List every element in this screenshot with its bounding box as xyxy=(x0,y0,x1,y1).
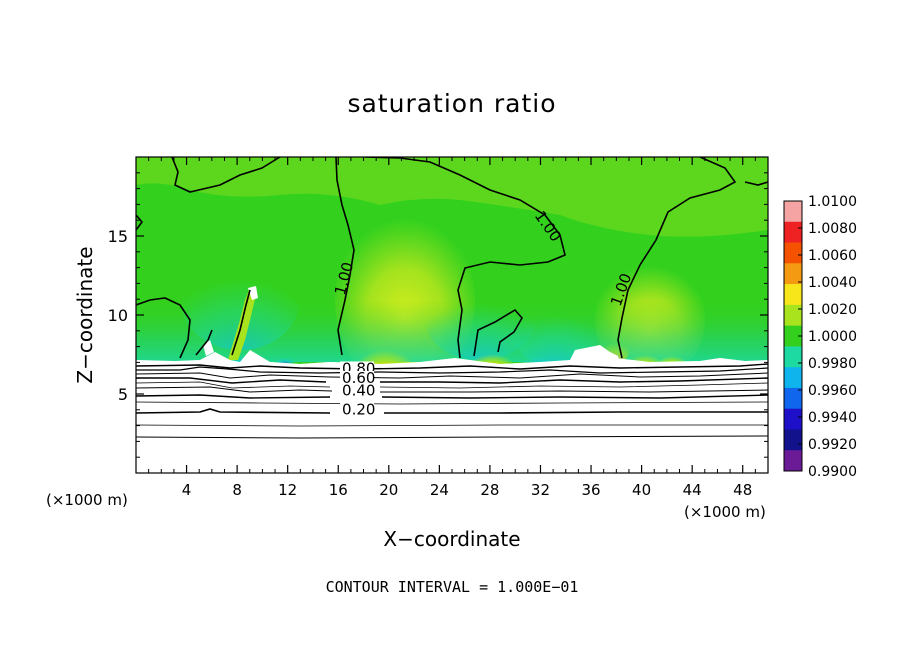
colorbar: 1.0100 1.0080 1.0060 1.0040 1.0020 1.0000 0.99… xyxy=(783,194,857,480)
colorbar-label: 0.9940 xyxy=(808,410,857,426)
colorbar-swatch xyxy=(784,201,802,223)
contour-label-group: 0.60 xyxy=(340,369,375,387)
colorbar-label: 0.9920 xyxy=(808,437,857,453)
contour-labels: 1.001.00 1.000.800.600.400.20 xyxy=(331,207,635,419)
colorbar-label: 0.9960 xyxy=(808,383,857,399)
x-tick-label: 44 xyxy=(683,481,702,499)
colorbar-swatch xyxy=(784,408,802,430)
colorbar-swatch xyxy=(784,450,802,472)
contour-label-group: 0.40 xyxy=(340,382,375,400)
colorbar-swatch xyxy=(784,367,802,389)
colorbar-label: 0.9900 xyxy=(808,464,857,480)
colorbar-swatch xyxy=(784,346,802,368)
colorbar-swatch xyxy=(784,221,802,244)
chart-title: saturation ratio xyxy=(347,89,556,118)
colorbar-swatch xyxy=(784,263,802,285)
colorbar-label: 0.9980 xyxy=(808,356,857,372)
colorbar-swatch xyxy=(784,325,802,347)
contour-label-bg xyxy=(340,402,375,419)
x-tick-label: 20 xyxy=(379,481,398,499)
contour-interval-footer: CONTOUR INTERVAL = 1.000E−01 xyxy=(326,578,579,596)
x-tick-label: 48 xyxy=(733,481,752,499)
x-tick-label: 8 xyxy=(232,481,242,499)
x-tick-label: 28 xyxy=(480,481,499,499)
colorbar-swatch xyxy=(784,387,802,410)
saturation-field: 1.001.00 1.000.800.600.400.20 xyxy=(136,157,768,473)
colorbar-label: 1.0020 xyxy=(808,302,857,318)
x-unit-left: (×1000 m) xyxy=(46,491,128,509)
colorbar-label: 1.0100 xyxy=(808,194,857,210)
colorbar-label: 1.0040 xyxy=(808,275,857,291)
colorbar-label: 1.0000 xyxy=(808,329,857,345)
contour-lines-upper xyxy=(136,157,768,359)
x-tick-label: 16 xyxy=(329,481,348,499)
y-tick-label: 5 xyxy=(118,385,128,404)
colorbar-swatch xyxy=(784,429,802,451)
contour-label: 0.20 xyxy=(342,401,375,419)
contour-lines-lower xyxy=(136,363,768,439)
x-tick-label: 24 xyxy=(430,481,449,499)
contour-label: 0.40 xyxy=(342,382,375,400)
x-tick-label: 32 xyxy=(531,481,550,499)
x-tick-label: 40 xyxy=(632,481,651,499)
x-unit-right: (×1000 m) xyxy=(684,503,766,521)
colorbar-label: 1.0080 xyxy=(808,221,857,237)
x-axis-label: X−coordinate xyxy=(383,527,520,551)
contour-label-bg xyxy=(340,370,375,387)
contour-label-bg xyxy=(340,383,375,400)
y-axis-label: Z−coordinate xyxy=(73,246,97,383)
contour-label: 0.60 xyxy=(342,369,375,387)
x-tick-label: 36 xyxy=(581,481,600,499)
colorbar-label: 1.0060 xyxy=(808,248,857,264)
colorbar-swatch xyxy=(784,242,802,264)
colorbar-swatch xyxy=(784,284,802,306)
contour-label-group: 0.20 xyxy=(340,401,375,419)
y-tick-label: 10 xyxy=(108,306,128,325)
x-tick-label: 4 xyxy=(182,481,192,499)
y-tick-label: 15 xyxy=(108,227,128,246)
colorbar-swatch xyxy=(784,304,802,327)
x-tick-label: 12 xyxy=(278,481,297,499)
